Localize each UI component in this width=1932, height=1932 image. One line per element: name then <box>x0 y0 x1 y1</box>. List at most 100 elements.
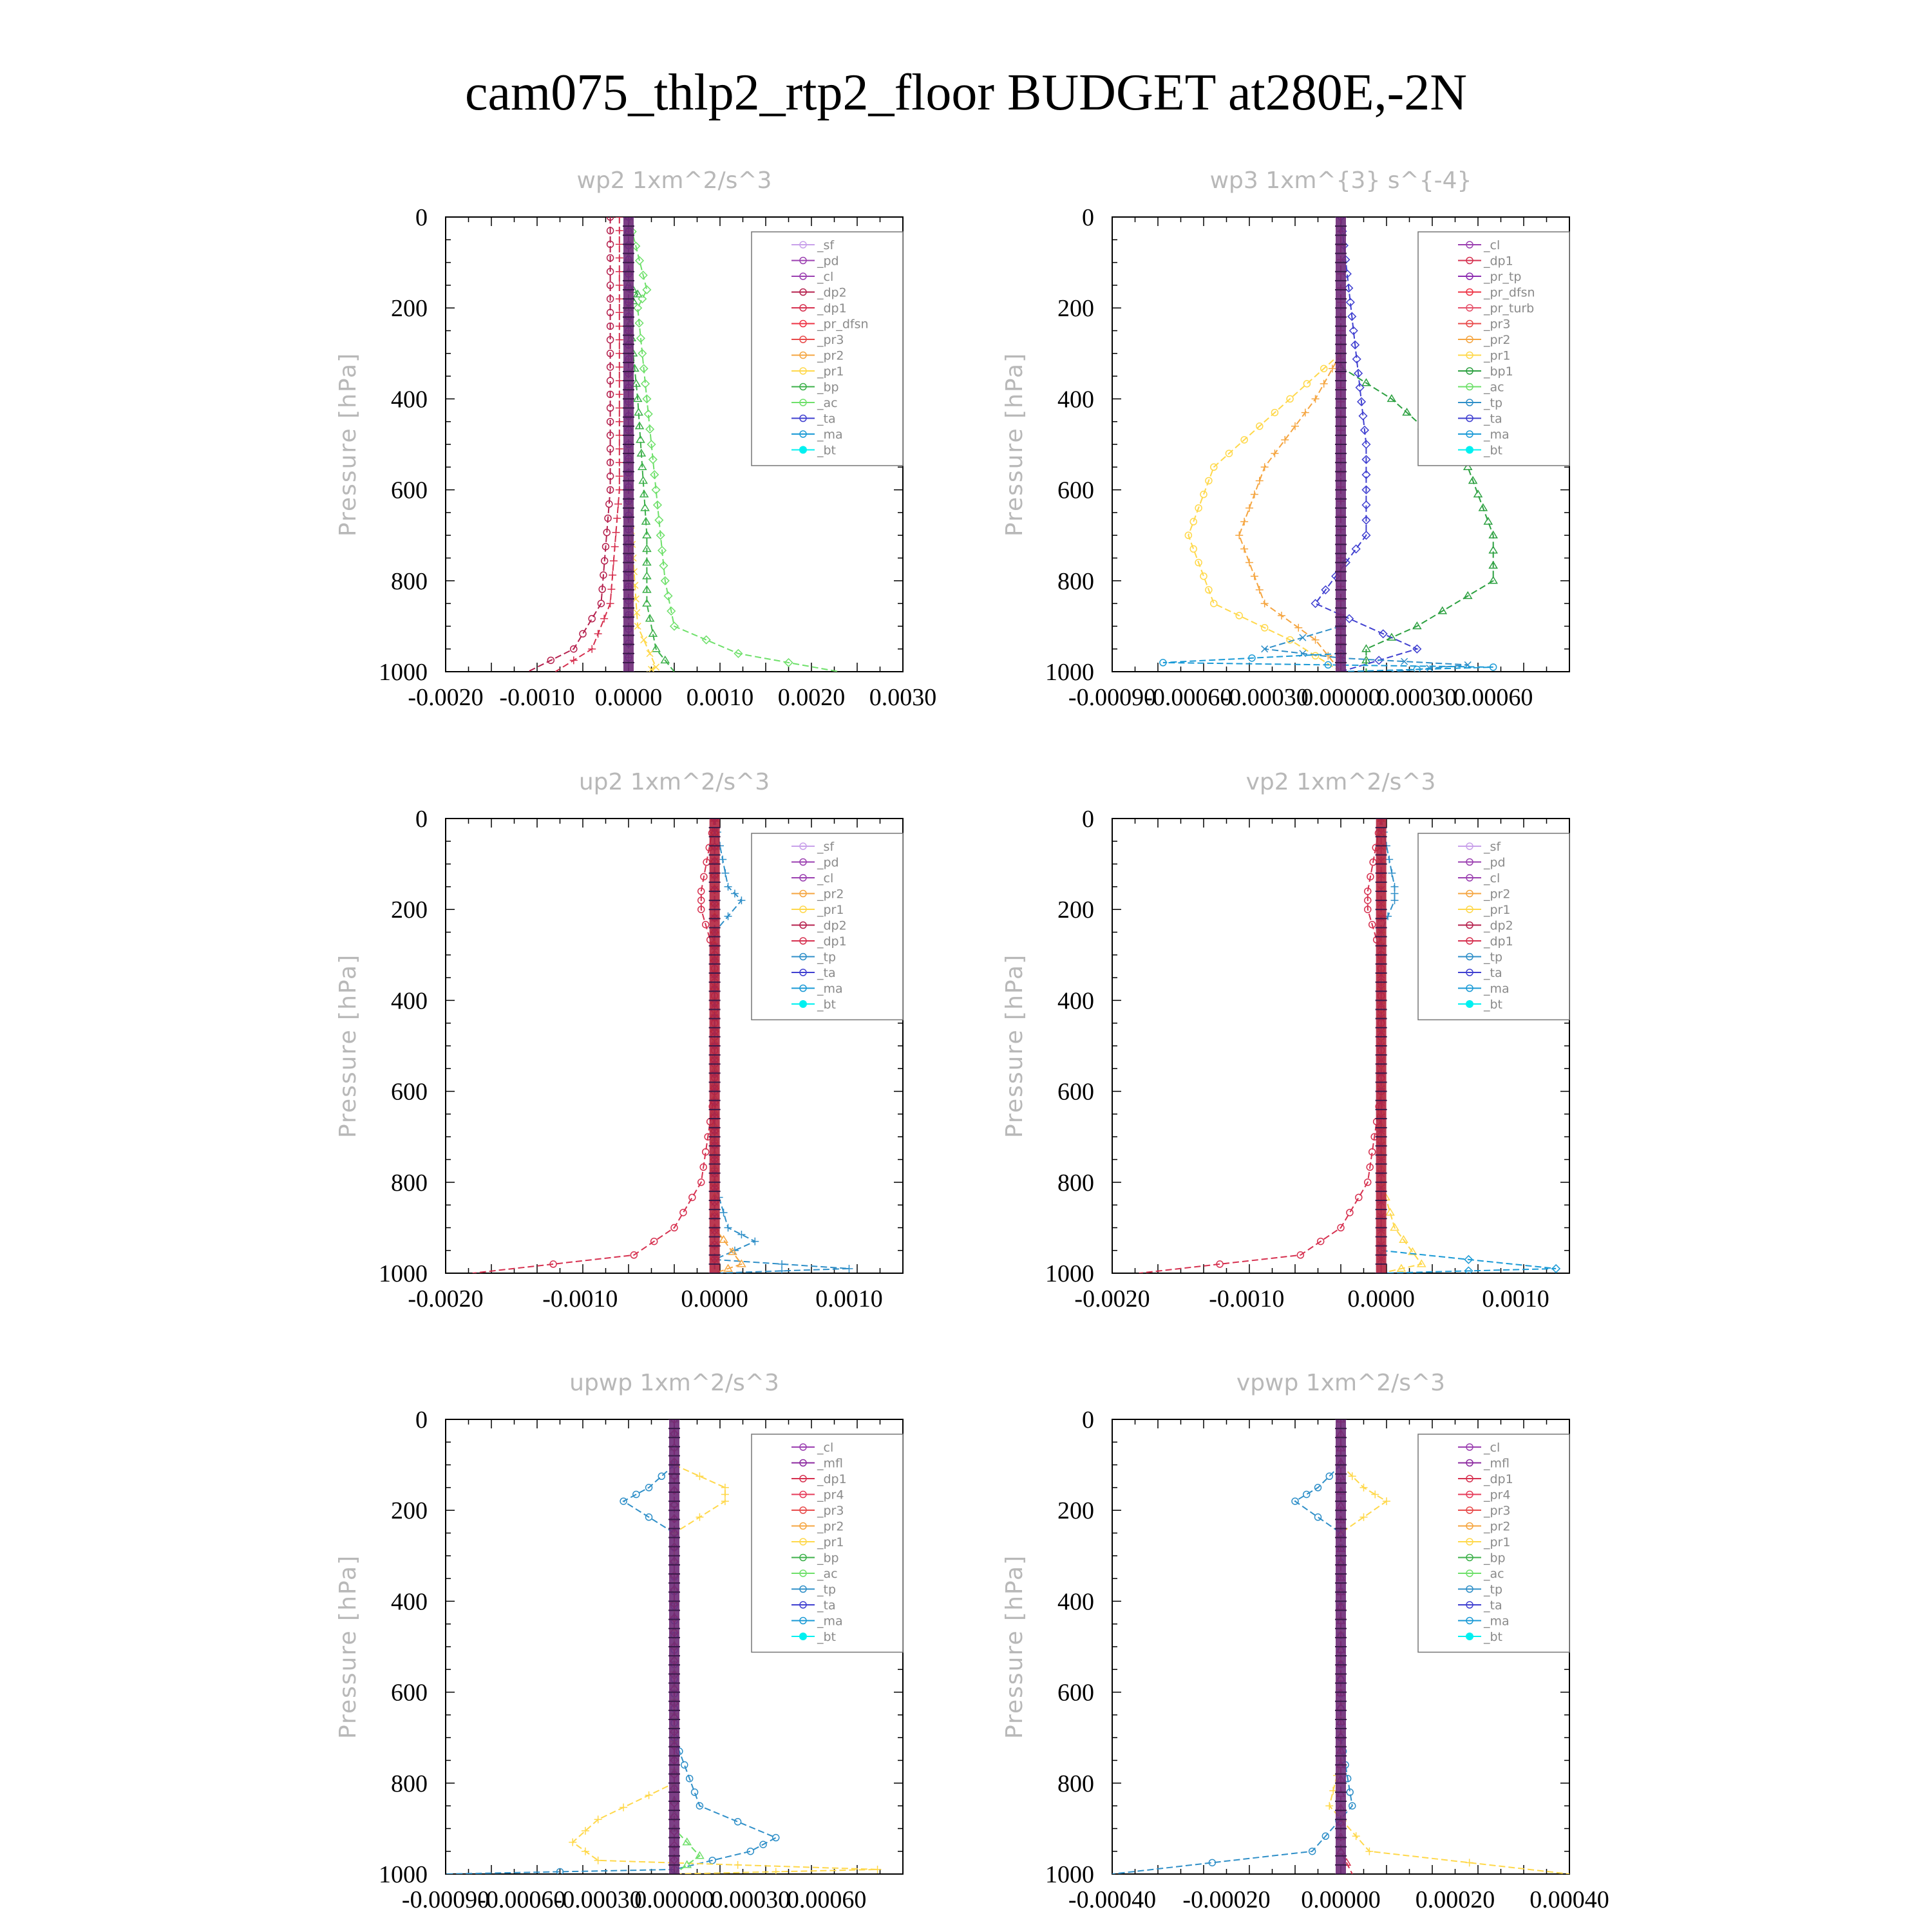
data-point <box>670 1224 678 1232</box>
data-point <box>1256 422 1264 430</box>
legend-marker <box>799 952 807 961</box>
data-point <box>1488 545 1498 554</box>
data-point <box>606 363 614 371</box>
y-tick-label: 200 <box>391 896 428 923</box>
data-point <box>658 1472 666 1480</box>
data-point <box>643 409 653 419</box>
data-point <box>606 472 614 480</box>
legend-marker <box>799 304 807 312</box>
data-point <box>642 585 652 593</box>
data-point <box>778 1260 786 1268</box>
y-tick-label: 0 <box>1082 1406 1094 1434</box>
legend-marker <box>799 430 807 438</box>
data-point <box>612 528 620 536</box>
legend-entry: _bp <box>817 1551 839 1566</box>
data-point <box>1463 462 1473 471</box>
data-point <box>1208 1859 1217 1867</box>
data-point <box>632 393 643 402</box>
data-point <box>1361 455 1371 464</box>
data-point <box>1361 439 1371 450</box>
legend-entry: _ta <box>817 966 836 980</box>
legend-marker <box>1466 1616 1473 1625</box>
y-tick-label: 600 <box>1057 477 1094 504</box>
y-tick-label: 800 <box>391 1770 428 1797</box>
legend-entry: _pr4 <box>1483 1488 1510 1502</box>
legend-marker <box>1466 446 1473 454</box>
legend-marker <box>799 905 807 913</box>
x-tick-label: -0.0010 <box>542 1285 618 1312</box>
x-tick-label: 0.0000 <box>681 1285 748 1312</box>
data-point <box>724 882 732 891</box>
x-tick-label: -0.0020 <box>1074 1285 1150 1312</box>
data-point <box>681 1761 688 1769</box>
plot-area <box>446 1419 882 1874</box>
data-point <box>658 545 667 555</box>
data-point <box>734 649 743 658</box>
data-point <box>1245 504 1253 512</box>
x-tick-label: -0.0010 <box>1209 1285 1284 1312</box>
legend-marker <box>799 399 807 406</box>
panel-title: vp2 1xm^2/s^3 <box>1246 769 1436 795</box>
data-point <box>1359 425 1370 435</box>
legend-entry: _pr_tp <box>1483 270 1521 284</box>
data-point <box>651 644 661 652</box>
data-point <box>645 614 655 622</box>
legend-entry: _ta <box>817 412 836 426</box>
data-point <box>652 663 660 671</box>
legend-entry: _mfl <box>1483 1457 1510 1471</box>
data-point <box>654 515 664 525</box>
data-point <box>1294 623 1303 632</box>
data-point <box>701 920 710 929</box>
legend-entry: _ta <box>1483 412 1502 426</box>
data-point <box>721 1497 729 1506</box>
data-point <box>569 1838 577 1846</box>
chart-panel-4: vp2 1xm^2/s^3 Pressure [hPa] 0 200 400 600 800… <box>1001 769 1570 1312</box>
data-point <box>600 571 607 579</box>
x-tick-label: -0.00060 <box>1144 684 1232 711</box>
data-point <box>1478 503 1488 511</box>
legend-marker <box>799 414 807 422</box>
data-point <box>615 217 623 221</box>
data-point <box>1385 1208 1395 1216</box>
data-point <box>1345 614 1354 623</box>
legend-marker <box>799 1569 807 1577</box>
data-point <box>730 1246 739 1255</box>
data-point <box>645 1513 653 1521</box>
data-point <box>606 486 614 494</box>
legend-marker <box>1466 1475 1473 1482</box>
legend: _cl _dp1_pr_tp _pr_dfsn_pr_turb_pr3_pr2 _pr… <box>1417 231 1570 466</box>
data-point <box>1240 518 1249 526</box>
data-point <box>1320 365 1328 373</box>
data-point <box>1402 408 1412 416</box>
data-point <box>638 294 647 304</box>
data-point <box>1299 634 1307 641</box>
data-point <box>630 1251 638 1259</box>
legend-marker <box>1466 842 1473 850</box>
data-point <box>1189 545 1197 553</box>
data-point <box>737 896 746 905</box>
data-point <box>1346 1788 1354 1796</box>
legend-marker <box>1466 937 1473 945</box>
legend-marker <box>1466 414 1473 422</box>
data-point <box>638 270 648 280</box>
data-point <box>721 1483 729 1492</box>
data-point <box>581 1826 589 1835</box>
plot-area <box>472 819 853 1273</box>
data-point <box>1303 1490 1311 1499</box>
data-point <box>1355 1193 1363 1202</box>
legend-marker <box>1466 921 1473 929</box>
data-point <box>594 630 602 638</box>
x-tick-label: 0.00060 <box>787 1886 867 1913</box>
data-point <box>728 1247 737 1255</box>
legend-entry: _ac <box>1483 381 1504 395</box>
data-point <box>1390 889 1399 898</box>
data-point <box>697 887 705 895</box>
data-point <box>845 1264 853 1273</box>
legend-entry: _bt <box>1483 444 1502 458</box>
legend-marker <box>799 288 807 296</box>
data-point <box>603 529 611 536</box>
data-point <box>697 905 705 913</box>
x-tick-label: -0.00090 <box>402 1886 489 1913</box>
y-tick-label: 600 <box>391 1079 428 1106</box>
legend-entry: _dp1 <box>1483 254 1513 269</box>
